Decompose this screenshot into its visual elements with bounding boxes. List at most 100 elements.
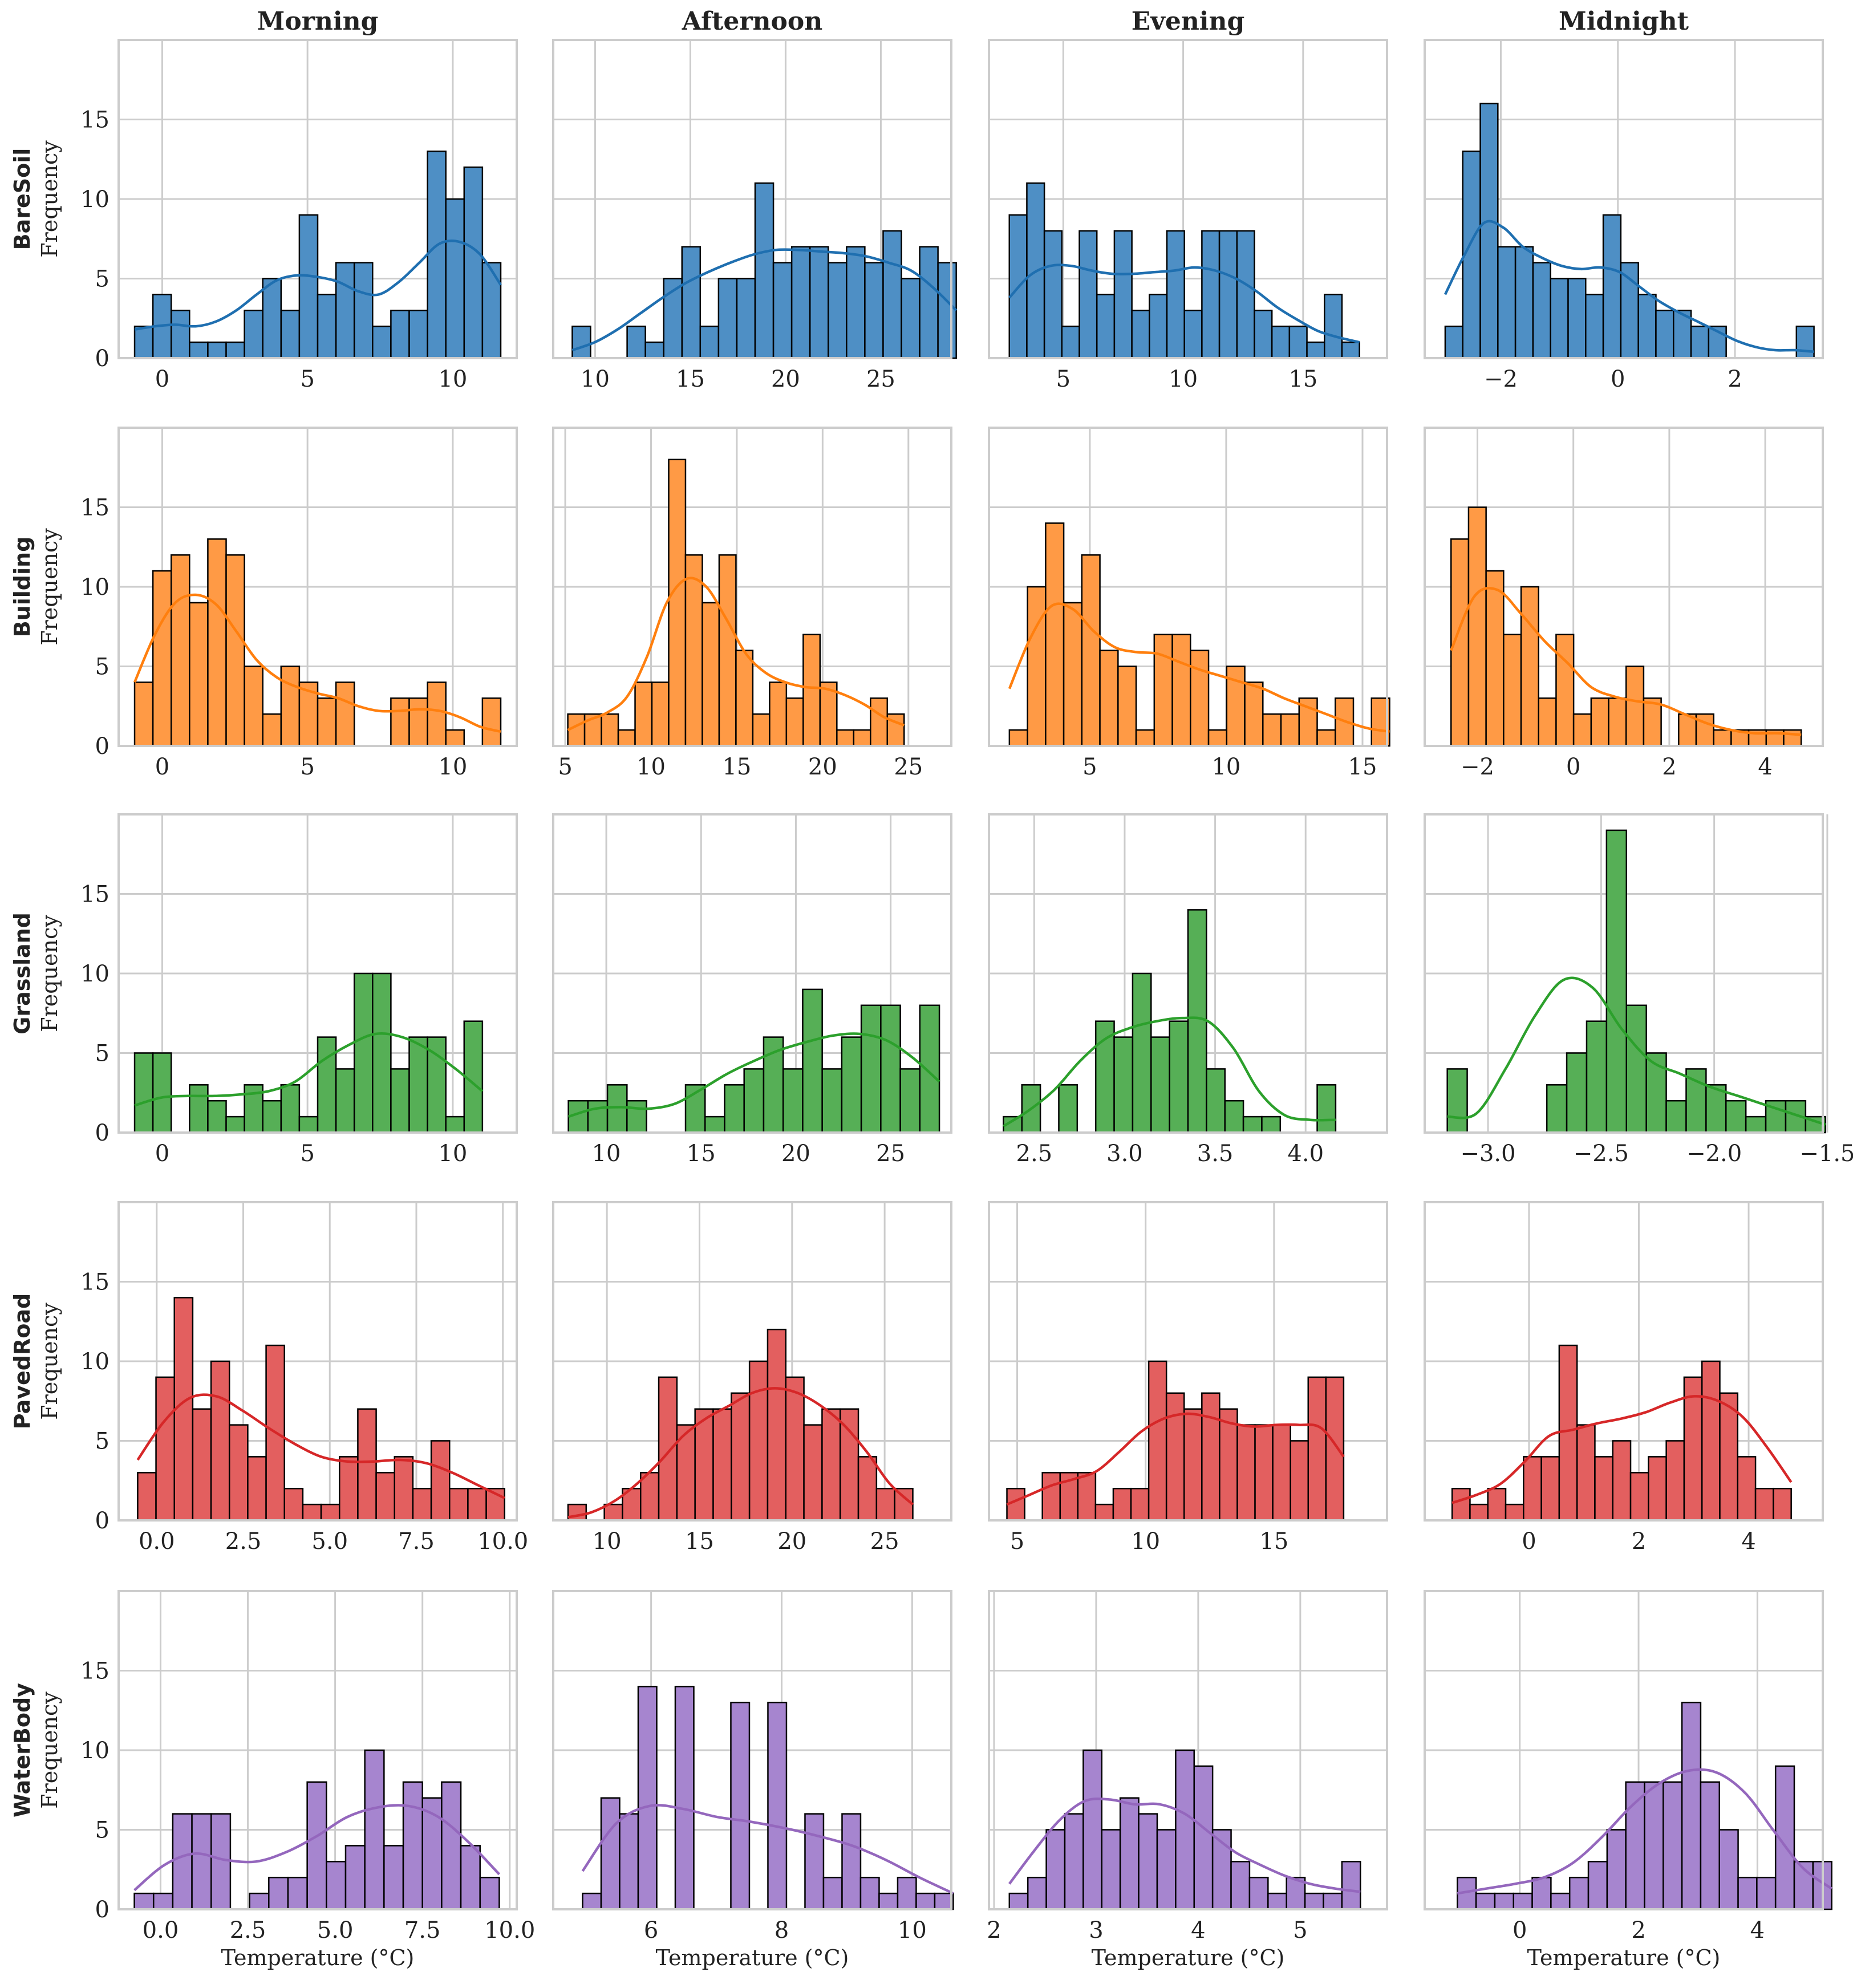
histogram-bar <box>1193 1765 1214 1910</box>
x-tick-label: 5 <box>300 1141 314 1167</box>
histogram-bar <box>390 310 410 359</box>
plot-frame <box>1424 427 1824 747</box>
x-tick-label: 10 <box>438 366 467 392</box>
histogram-bar <box>1148 1360 1167 1522</box>
histogram-bar <box>1479 103 1499 359</box>
histogram-bar <box>1568 1876 1590 1910</box>
panel-building-evening: 5 10 15 <box>988 427 1390 780</box>
x-tick-label: 7.5 <box>404 1917 441 1944</box>
x-tick-label: 2 <box>987 1917 1001 1944</box>
x-tick-label: 2 <box>1728 366 1742 392</box>
kde-curve <box>581 1804 954 1895</box>
histogram-bar <box>1218 230 1238 359</box>
histogram-bar <box>1082 1749 1103 1910</box>
x-tick-label: 5.0 <box>317 1917 354 1944</box>
histogram-bar <box>1540 1456 1560 1522</box>
histogram-bar <box>1644 1781 1664 1910</box>
histogram-bar <box>357 1408 377 1522</box>
histogram-bar <box>1027 586 1047 747</box>
histogram-bar <box>1487 1487 1507 1522</box>
plot-frame <box>988 39 1388 359</box>
histogram-bar <box>353 972 374 1134</box>
histogram-bar <box>1637 294 1657 359</box>
x-tick-label: 2 <box>1662 754 1676 780</box>
panel-baresoil-afternoon: 10 15 20 25 <box>552 39 958 392</box>
plot-frame <box>117 813 518 1134</box>
histogram-bar <box>1505 1503 1524 1522</box>
histogram-bar <box>769 681 788 747</box>
histogram-bar <box>344 1845 366 1910</box>
histogram-bar <box>1783 729 1802 747</box>
histogram-bar <box>390 697 410 747</box>
histogram-bar <box>1558 1344 1578 1522</box>
histogram-bar <box>1585 294 1604 359</box>
histogram-bar <box>445 729 465 747</box>
histogram-bar <box>244 310 263 359</box>
histogram-bar <box>674 1686 695 1910</box>
histogram-bar <box>600 1797 621 1910</box>
panel-building-midnight: −2 0 2 4 <box>1424 427 1824 780</box>
x-tick-label: 0 <box>1513 1917 1527 1944</box>
histogram-bar <box>481 697 502 747</box>
histogram-bar <box>802 634 821 747</box>
kde-curve <box>1008 1798 1361 1893</box>
y-tick-label: 0 <box>95 1897 110 1923</box>
x-tick-label: 5 <box>558 754 572 780</box>
histogram-bar <box>320 1503 340 1522</box>
histogram-bar <box>1224 1100 1244 1134</box>
histogram-bar <box>853 729 871 747</box>
histogram-bar <box>702 602 720 747</box>
histogram-bar <box>736 278 756 359</box>
histogram-bar <box>225 341 245 359</box>
histogram-bar <box>1663 1781 1683 1910</box>
histogram-bar <box>1648 1456 1667 1522</box>
histogram-bar <box>133 325 154 359</box>
histogram-bar <box>1112 1487 1132 1522</box>
x-tick-label: 5 <box>300 366 314 392</box>
histogram-bar <box>1513 1892 1533 1910</box>
panel-pavedroad-afternoon: 10 15 20 25 <box>552 1201 952 1555</box>
histogram-bar <box>785 1376 805 1522</box>
histogram-bar <box>1045 522 1065 747</box>
histogram-bar <box>658 1376 678 1522</box>
plot-frame <box>1424 1590 1824 1910</box>
histogram-bar <box>427 681 447 747</box>
y-tick-label: 5 <box>95 266 110 293</box>
histogram-bar <box>897 1876 917 1910</box>
plot-frame <box>117 39 518 359</box>
panel-grassland-midnight: −3.0 −2.5 −2.0 −1.5 <box>1424 813 1853 1167</box>
histogram-bar <box>408 310 428 359</box>
x-tick-label: 5 <box>1082 754 1097 780</box>
histogram-bar <box>335 262 355 359</box>
x-tick-label: 15 <box>1259 1528 1288 1555</box>
y-tick-label: 15 <box>80 1658 110 1685</box>
histogram-bar <box>192 1408 212 1522</box>
histogram-bar <box>210 1360 230 1522</box>
histogram-bar <box>864 262 884 359</box>
histogram-bar <box>651 681 670 747</box>
histogram-bar <box>1514 246 1534 359</box>
histogram-bar <box>1572 713 1592 747</box>
histogram-bar <box>567 1503 587 1522</box>
histogram-bar <box>1700 1781 1720 1910</box>
panel-grassland-afternoon: 10 15 20 25 <box>552 813 952 1167</box>
histogram-bar <box>463 166 484 359</box>
kde-curve <box>567 577 905 732</box>
histogram-bar <box>1304 1892 1324 1910</box>
histogram-bar <box>644 341 664 359</box>
histogram-bar <box>1756 1876 1777 1910</box>
histogram-bar <box>617 729 636 747</box>
histogram-bar <box>767 1702 788 1910</box>
histogram-bar <box>225 1115 245 1134</box>
histogram-bar <box>133 1052 154 1134</box>
column-title: Afternoon <box>682 7 822 36</box>
histogram-bar <box>1469 1503 1489 1522</box>
histogram-bar <box>1586 1020 1608 1134</box>
x-tick-label: 2.5 <box>225 1528 262 1555</box>
histogram-bar <box>1625 666 1645 747</box>
x-tick-label: 10 <box>593 1528 622 1555</box>
histogram-bar <box>919 1004 940 1134</box>
histogram-bar <box>735 650 754 747</box>
histogram-bar <box>639 1472 660 1522</box>
histogram-bar <box>878 1892 899 1910</box>
